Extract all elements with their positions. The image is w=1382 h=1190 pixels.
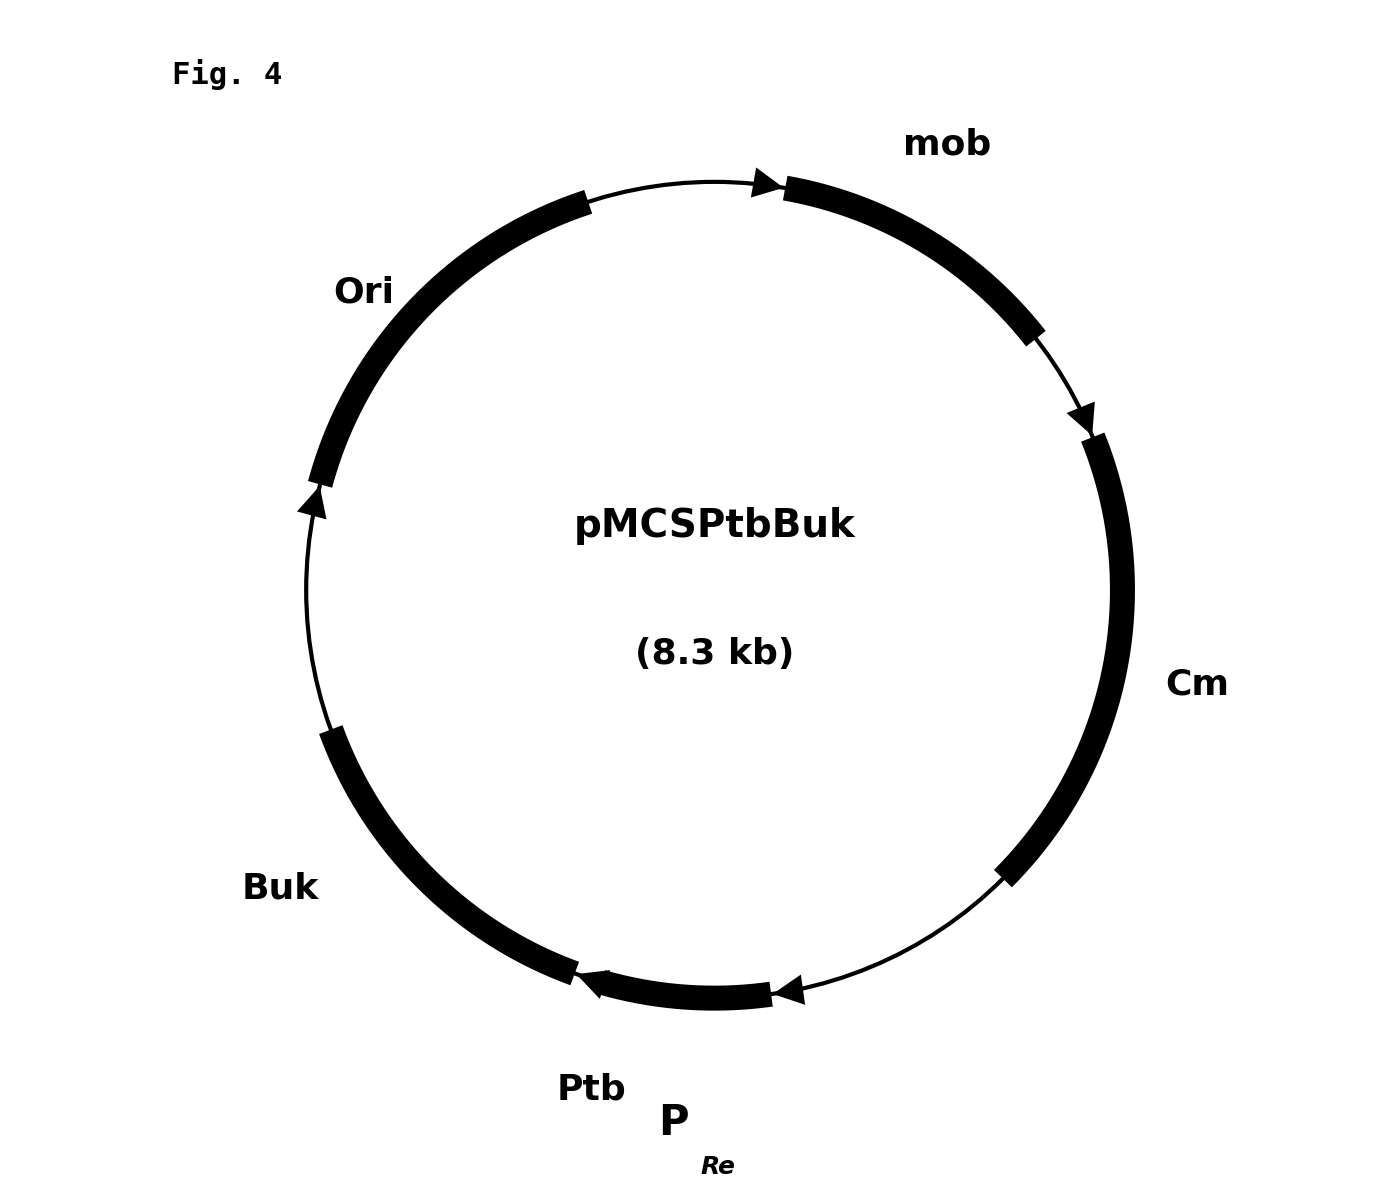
- Text: Buk: Buk: [242, 871, 318, 906]
- Text: pMCSPtbBuk: pMCSPtbBuk: [574, 507, 855, 545]
- Text: Ptb: Ptb: [557, 1072, 626, 1107]
- Text: Ori: Ori: [333, 275, 394, 309]
- Text: Re: Re: [701, 1155, 735, 1179]
- Text: mob: mob: [904, 127, 992, 162]
- Text: Cm: Cm: [1165, 668, 1229, 701]
- Text: P: P: [658, 1102, 690, 1145]
- Text: Fig. 4: Fig. 4: [173, 60, 282, 90]
- Text: (8.3 kb): (8.3 kb): [634, 637, 795, 671]
